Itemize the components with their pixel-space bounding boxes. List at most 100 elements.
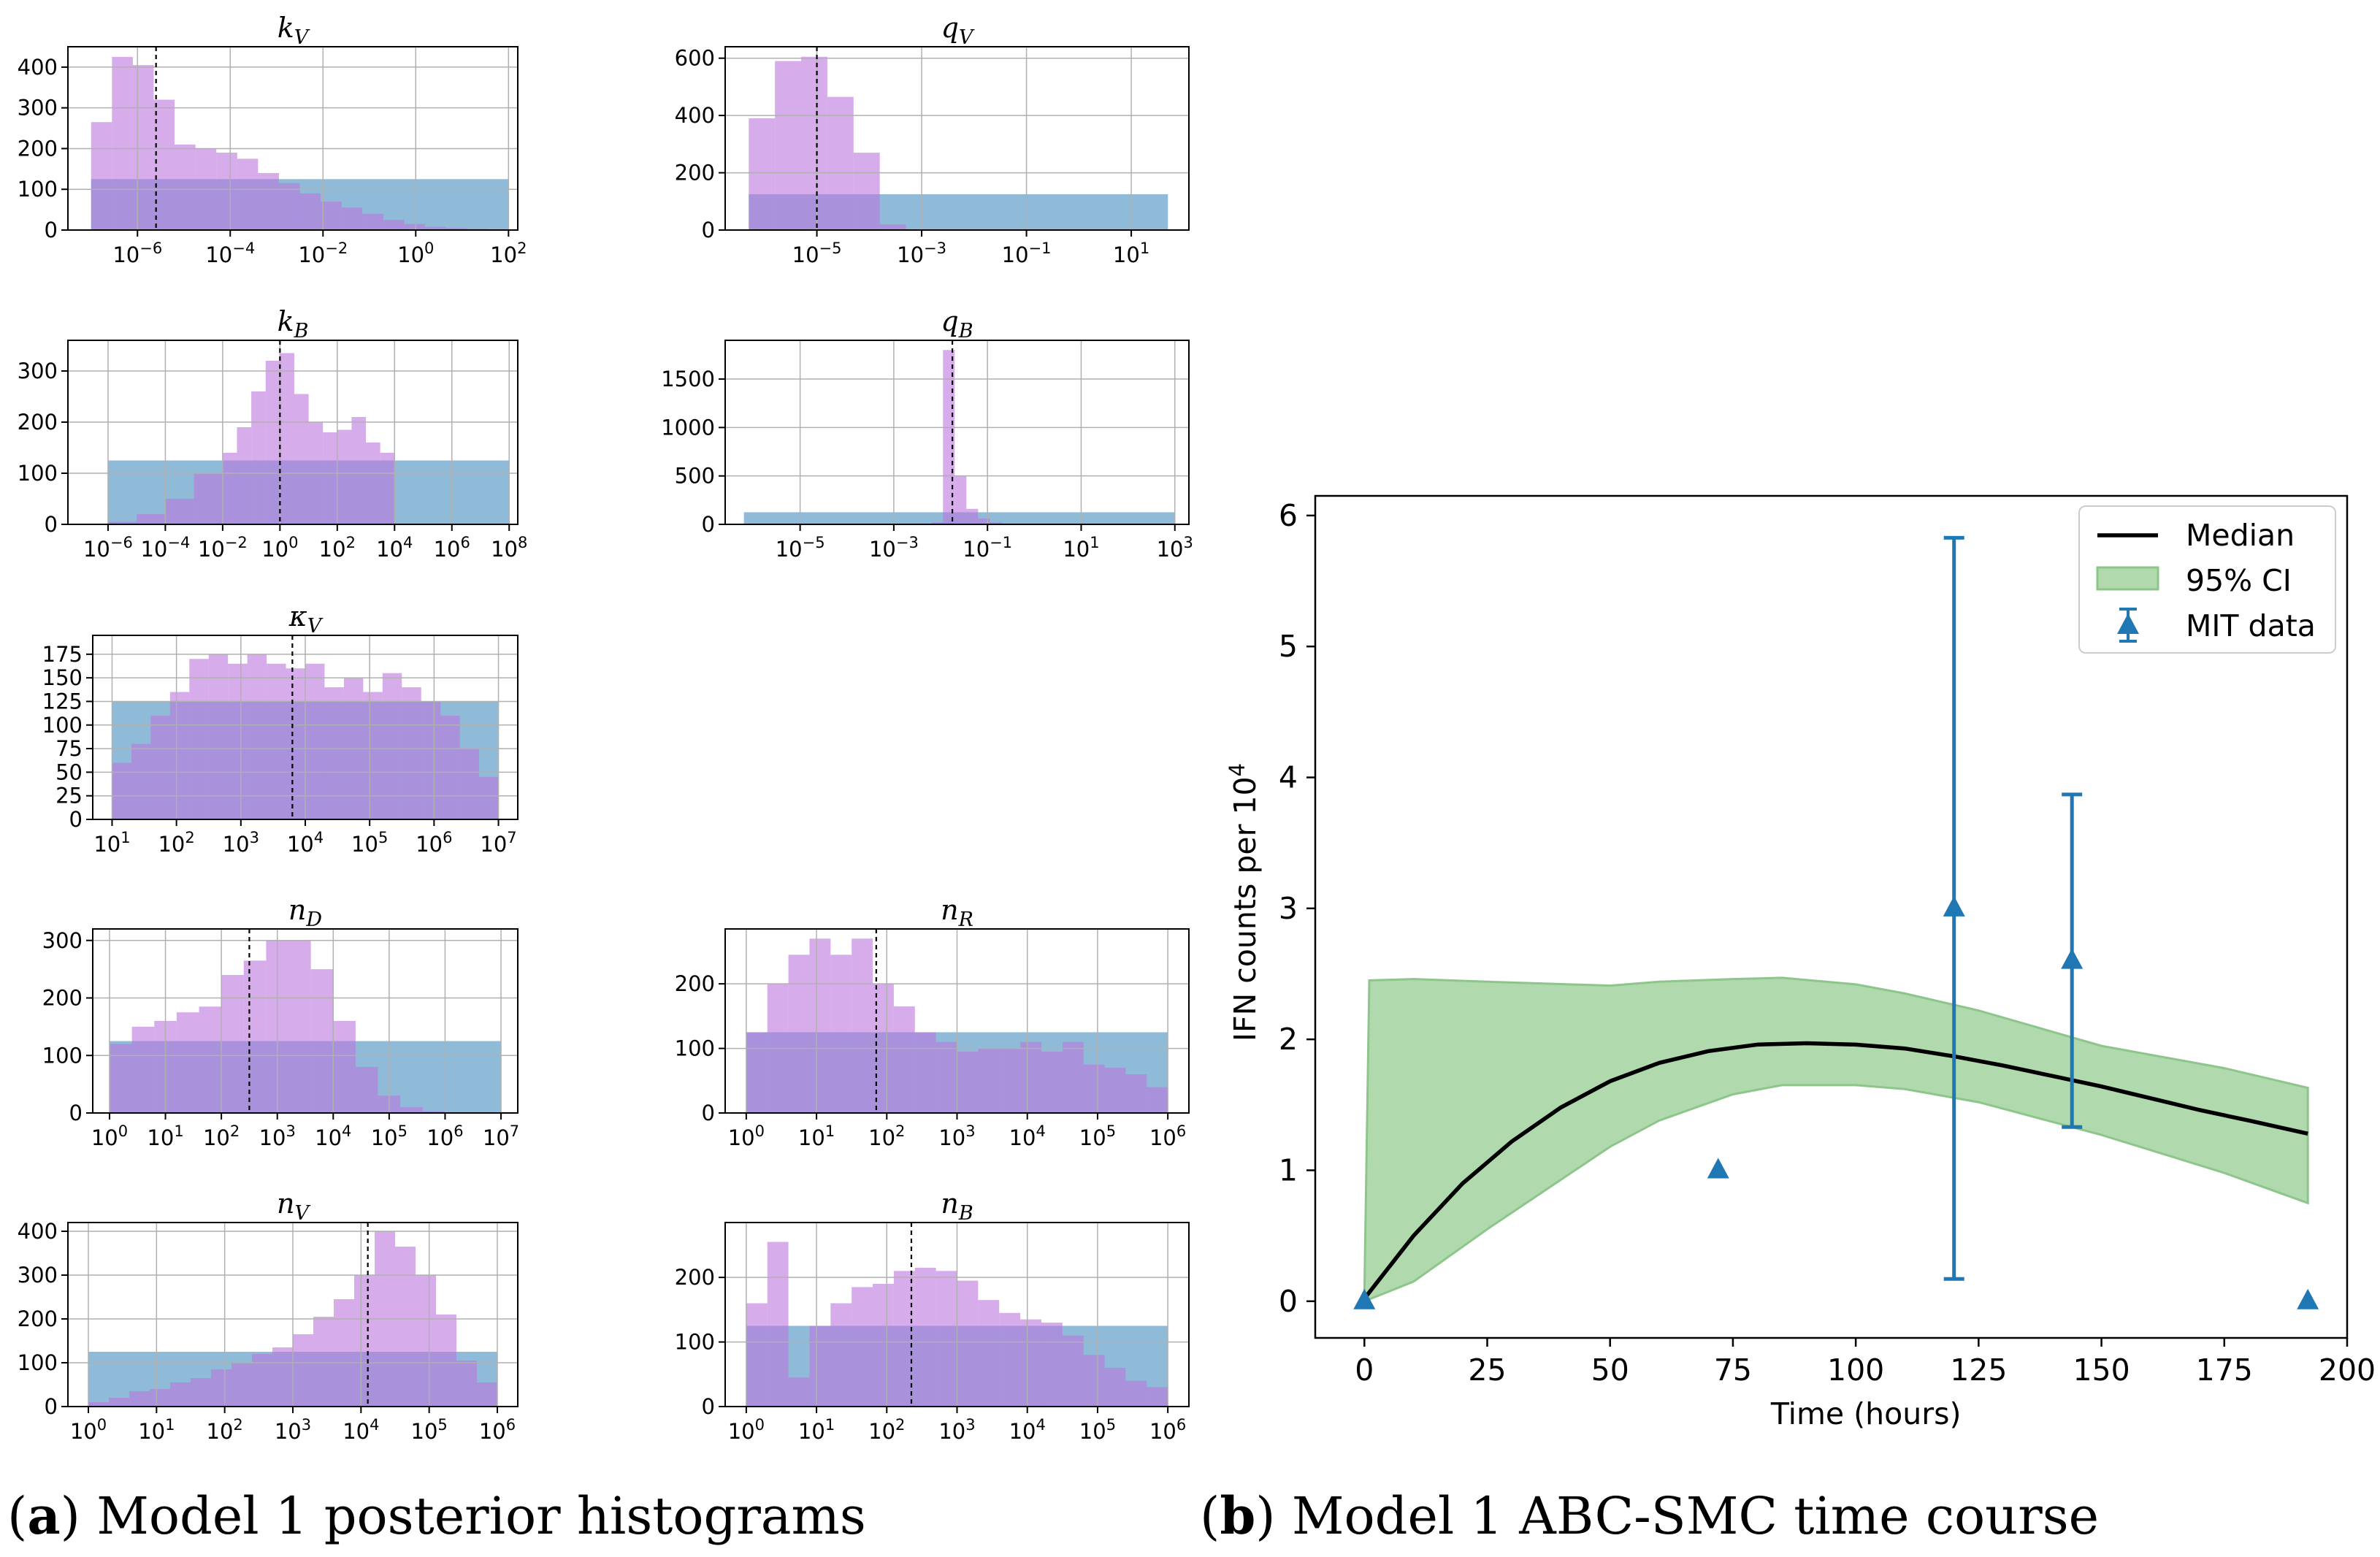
y-tick-label: 200 (18, 136, 58, 161)
x-tick-label: 101 (798, 1416, 835, 1444)
posterior-bar (252, 1354, 272, 1407)
x-tick-exponent: 7 (507, 829, 516, 846)
y-tick-label: 0 (45, 512, 58, 537)
x-tick-label: 100 (261, 534, 298, 562)
x-tick-exponent: 6 (443, 829, 452, 846)
posterior-bar (112, 762, 131, 819)
y-tick-label: 0 (45, 218, 58, 242)
x-tick-exponent: 0 (118, 1122, 128, 1140)
x-tick-exponent: 1 (825, 1416, 835, 1434)
panel-title: κV (288, 600, 324, 638)
y-tick-label: 300 (18, 359, 58, 383)
legend-label: Median (2186, 518, 2295, 553)
x-tick-base: 10 (112, 242, 139, 267)
x-tick-exponent: −6 (110, 534, 133, 551)
x-tick-label: 106 (426, 1122, 463, 1150)
posterior-bar (176, 1012, 199, 1113)
x-tick-exponent: 4 (370, 1416, 379, 1434)
x-tick-base: 10 (938, 1125, 965, 1150)
posterior-bar (305, 663, 325, 819)
posterior-bar (1125, 1380, 1147, 1407)
y-tick-label: 25 (56, 784, 83, 808)
x-tick-exponent: 3 (286, 1122, 295, 1140)
x-axis-label: Time (hours) (1770, 1396, 1962, 1431)
posterior-bar (459, 749, 480, 819)
posterior-bar (109, 1398, 129, 1407)
posterior-bar (830, 955, 852, 1113)
x-tick-base: 10 (1009, 1125, 1036, 1150)
x-tick-base: 10 (158, 832, 185, 857)
posterior-bar (286, 668, 305, 819)
y-tick-label: 200 (675, 1265, 715, 1290)
y-tick-label: 1500 (661, 367, 715, 391)
x-tick-label: 10−4 (140, 534, 190, 562)
panel-title: qB (941, 305, 973, 343)
posterior-bar (749, 118, 776, 230)
x-tick-label: 103 (1157, 534, 1193, 562)
posterior-bar (216, 153, 237, 230)
title-symbol: k (278, 305, 294, 337)
y-tick-label: 100 (675, 1036, 715, 1061)
x-tick-exponent: 6 (1176, 1122, 1186, 1140)
posterior-bar (191, 1378, 211, 1407)
posterior-bar (957, 1052, 979, 1113)
posterior-bar (107, 521, 137, 524)
posterior-bar (1020, 1041, 1041, 1113)
x-tick-base: 10 (776, 537, 803, 562)
caption-a-text: Model 1 posterior histograms (80, 1486, 866, 1546)
x-tick-exponent: −2 (225, 534, 248, 551)
title-symbol: n (288, 894, 306, 926)
posterior-bar (131, 743, 151, 819)
title-subscript: V (294, 26, 310, 49)
posterior-bar (1083, 1064, 1105, 1113)
y-tick-label: 0 (1279, 1284, 1298, 1319)
x-tick-base: 10 (426, 1125, 454, 1150)
x-tick-base: 10 (411, 1419, 438, 1444)
x-tick-base: 10 (897, 242, 924, 267)
x-tick-exponent: 2 (185, 829, 194, 846)
y-tick-label: 300 (18, 96, 58, 120)
title-subscript: B (958, 320, 973, 343)
y-tick-label: 2 (1279, 1022, 1298, 1057)
posterior-bar (957, 1280, 979, 1407)
panel-title: nB (941, 1187, 973, 1225)
posterior-bar (931, 522, 944, 524)
posterior-bar (199, 1006, 222, 1113)
posterior-bar (189, 659, 209, 819)
axes-frame (1314, 494, 2349, 1339)
posterior-bar (1062, 1041, 1084, 1113)
x-tick-base: 10 (1079, 1125, 1106, 1150)
posterior-bar (280, 353, 294, 524)
posterior-bar (809, 938, 831, 1113)
y-tick-label: 0 (702, 1101, 715, 1125)
x-tick-base: 10 (479, 1419, 506, 1444)
y-tick-label: 200 (42, 986, 83, 1011)
y-tick-label: 0 (702, 218, 715, 242)
panel-title: kB (278, 305, 309, 343)
x-tick-exponent: −4 (232, 240, 255, 257)
posterior-bar (999, 1048, 1021, 1113)
title-subscript: V (307, 615, 324, 638)
x-tick-label: 104 (315, 1122, 351, 1150)
title-subscript: R (958, 908, 973, 931)
posterior-bar (258, 172, 279, 230)
x-tick-exponent: −2 (325, 240, 348, 257)
posterior-bar (873, 1284, 894, 1407)
posterior-bar (334, 1299, 354, 1407)
posterior-bar (893, 1006, 915, 1113)
posterior-bar (1062, 1335, 1084, 1407)
x-tick-label: 102 (868, 1416, 905, 1444)
x-tick-base: 10 (434, 537, 461, 562)
x-tick-base: 10 (1009, 1419, 1036, 1444)
x-tick-base: 10 (343, 1419, 370, 1444)
caption-b: (b) Model 1 ABC-SMC time course (1200, 1485, 2099, 1546)
legend-label: MIT data (2186, 608, 2316, 643)
posterior-bar (299, 193, 321, 230)
posterior-bar (830, 1303, 852, 1407)
x-tick-base: 10 (198, 537, 225, 562)
posterior-bar (267, 663, 286, 819)
posterior-bar (775, 61, 802, 230)
